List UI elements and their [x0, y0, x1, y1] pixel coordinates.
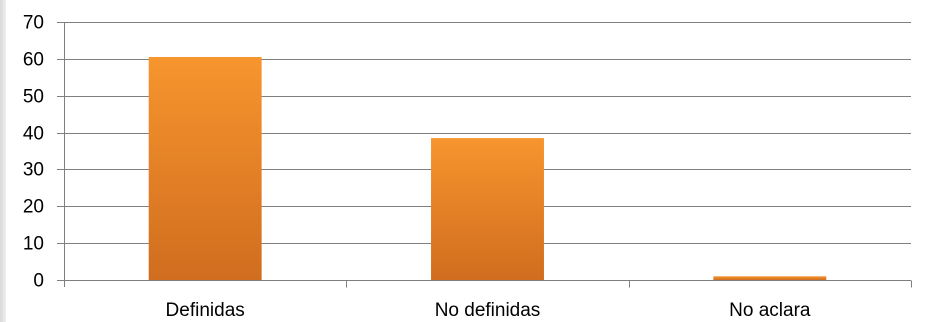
x-category-label: Definidas	[166, 300, 245, 321]
page-left-edge	[0, 0, 6, 322]
x-category-label: No definidas	[435, 300, 541, 321]
bars	[148, 57, 827, 281]
x-category-label: No aclara	[729, 300, 811, 321]
y-tick-label: 50	[23, 87, 44, 108]
y-tick-label: 0	[33, 271, 44, 292]
bar-definidas	[148, 57, 262, 281]
bar-no-aclara	[713, 276, 827, 280]
axes	[57, 22, 912, 288]
y-tick-label: 10	[23, 234, 44, 255]
labels: 0 10 20 30 40 50 60 70 Definidas No definidas No a…	[23, 13, 811, 322]
y-tick-label: 30	[23, 160, 44, 181]
y-tick-label: 40	[23, 124, 44, 145]
bar-no-definidas	[431, 138, 544, 280]
y-tick-label: 20	[23, 197, 44, 218]
y-tick-label: 60	[23, 50, 44, 71]
y-tick-label: 70	[23, 13, 44, 34]
